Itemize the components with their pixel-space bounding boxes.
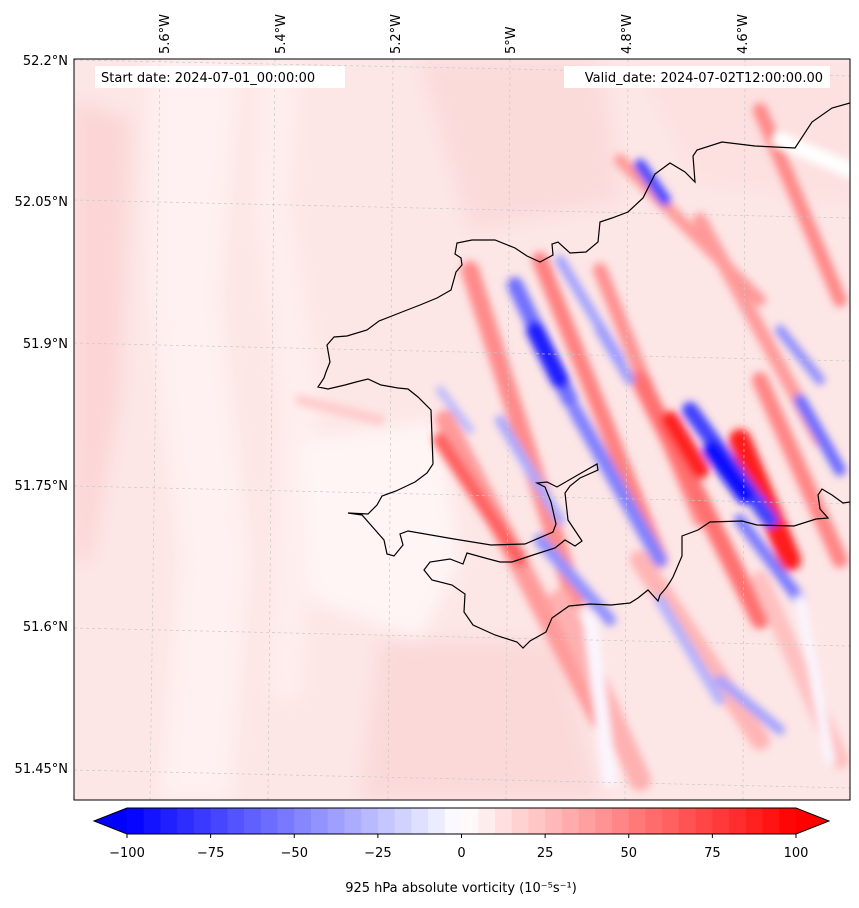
lat-label: 51.9°N — [23, 337, 68, 352]
colorbar-segment — [428, 808, 446, 834]
colorbar-segment — [779, 808, 797, 834]
lon-label: 5.6°W — [158, 14, 173, 54]
colorbar-segment — [327, 808, 346, 834]
colorbar-segment — [461, 808, 479, 834]
plot-frame — [73, 58, 851, 801]
colorbar-segment — [260, 808, 279, 834]
colorbar-segment — [310, 808, 329, 834]
colorbar-segment — [193, 808, 212, 834]
colorbar-segment — [177, 808, 195, 834]
colorbar-segment — [695, 808, 713, 834]
lat-label: 51.45°N — [15, 762, 68, 777]
lon-label: 4.6°W — [736, 14, 751, 54]
field-streaks — [295, 103, 850, 791]
lat-label: 51.6°N — [23, 620, 68, 635]
colorbar-tick-label: 75 — [704, 846, 721, 861]
colorbar-segment — [227, 808, 245, 834]
colorbar-segment — [210, 808, 228, 834]
lat-label: 52.05°N — [15, 195, 68, 210]
colorbar-segment — [511, 808, 530, 834]
colorbar-segment — [645, 808, 663, 834]
colorbar-segment — [478, 808, 496, 834]
colorbar-segment — [244, 808, 262, 834]
coastline — [317, 102, 850, 649]
colorbar-segment — [494, 808, 513, 834]
lat-label: 52.2°N — [23, 54, 68, 69]
lon-label: 4.8°W — [620, 14, 635, 54]
valid-date-label: Valid_date: 2024-07-02T12:00:00.00 — [585, 71, 823, 86]
lon-label: 5.4°W — [274, 14, 289, 54]
colorbar-tick-label: −75 — [197, 846, 224, 861]
longitude-labels: 5.6°W 5.4°W 5.2°W 5°W 4.8°W 4.6°W — [158, 14, 751, 54]
colorbar-ticks: −100 −75 −50 −25 0 25 50 75 100 — [109, 834, 808, 861]
vorticity-field — [74, 59, 850, 800]
colorbar-segment — [294, 808, 312, 834]
colorbar-segment — [377, 808, 396, 834]
colorbar-segment — [662, 808, 680, 834]
colorbar-tick-label: 0 — [457, 846, 465, 861]
lon-label: 5.2°W — [389, 14, 404, 54]
colorbar-segment — [127, 808, 145, 834]
colorbar-segment — [277, 808, 295, 834]
colorbar-segment — [361, 808, 379, 834]
colorbar-segment — [561, 808, 580, 834]
colorbar-segment — [344, 808, 362, 834]
field-texture — [74, 59, 850, 800]
colorbar-segment — [729, 808, 747, 834]
colorbar-tick-label: 25 — [537, 846, 554, 861]
colorbar-segment — [578, 808, 596, 834]
colorbar-segment — [444, 808, 463, 834]
colorbar-segment — [762, 808, 780, 834]
start-date-box — [95, 66, 345, 88]
north-coastline — [317, 102, 850, 649]
colorbar-title: 925 hPa absolute vorticity (10⁻⁵s⁻¹) — [345, 881, 577, 896]
colorbar: −100 −75 −50 −25 0 25 50 75 100 925 hPa absolute… — [92, 807, 831, 896]
lat-label: 51.75°N — [15, 479, 68, 494]
colorbar-segment — [745, 808, 764, 834]
colorbar-segment — [394, 808, 412, 834]
colorbar-tick-label: −50 — [281, 846, 308, 861]
colorbar-segment — [678, 808, 697, 834]
colorbar-segment — [595, 808, 613, 834]
colorbar-tick-label: −25 — [364, 846, 391, 861]
colorbar-min-extension — [94, 808, 127, 834]
colorbar-segment — [143, 808, 162, 834]
colorbar-segment — [160, 808, 178, 834]
lon-label: 5°W — [504, 26, 519, 54]
colorbar-tick-label: 50 — [620, 846, 637, 861]
colorbar-segment — [411, 808, 429, 834]
colorbar-tick-label: 100 — [784, 846, 809, 861]
colorbar-segment — [712, 808, 730, 834]
colorbar-segment — [528, 808, 546, 834]
colorbar-max-extension — [796, 808, 829, 834]
colorbar-segment — [545, 808, 563, 834]
colorbar-segments — [127, 808, 797, 834]
start-date-label: Start date: 2024-07-01_00:00:00 — [101, 71, 315, 86]
valid-date-box — [564, 66, 830, 88]
colorbar-tick-label: −100 — [109, 846, 145, 861]
colorbar-segment — [612, 808, 630, 834]
colorbar-segment — [628, 808, 647, 834]
latitude-labels: 52.2°N 52.05°N 51.9°N 51.75°N 51.6°N 51.… — [15, 54, 68, 777]
